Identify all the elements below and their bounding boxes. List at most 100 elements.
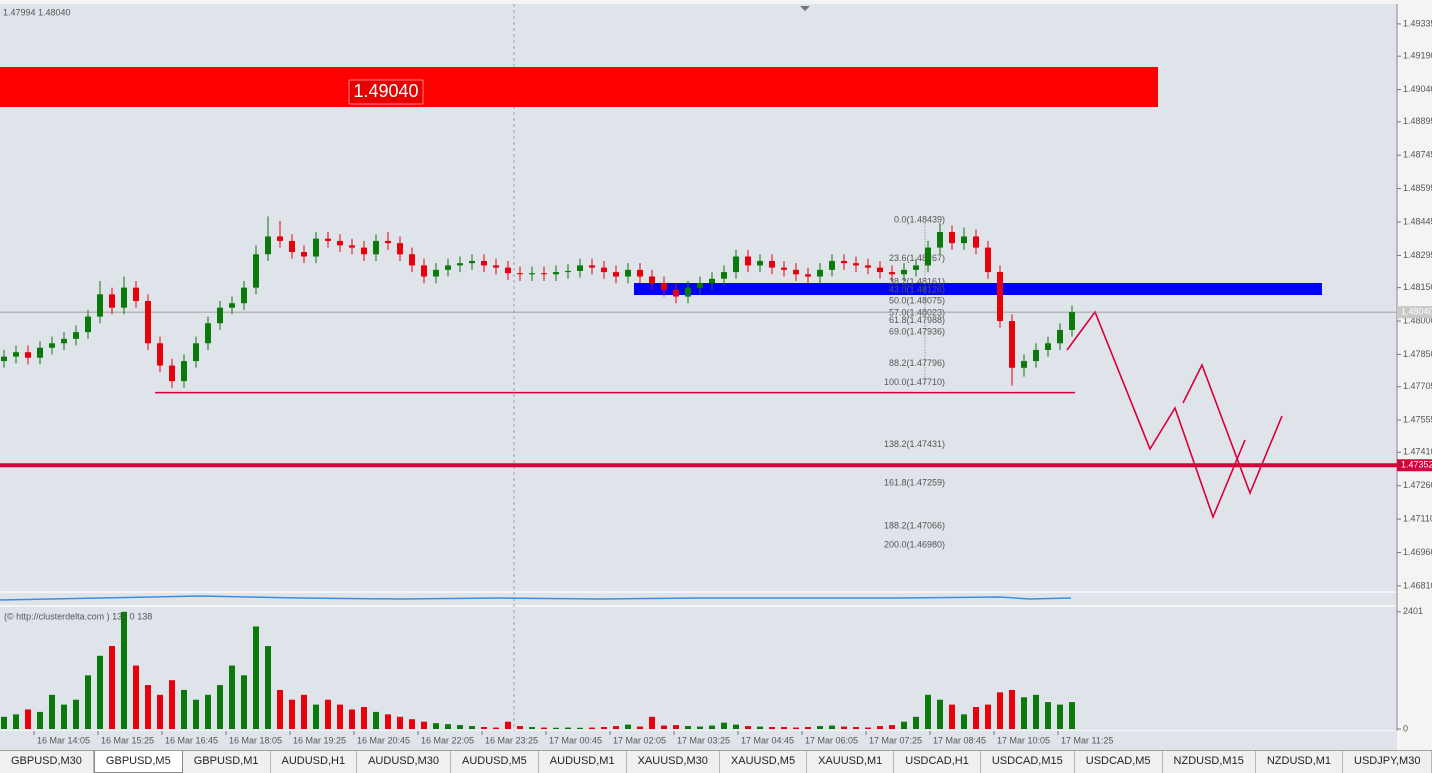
symbol-tab[interactable]: GBPUSD,M30 [0,751,94,773]
symbol-tab[interactable]: XAUUSD,M30 [627,751,720,773]
candle-body [985,247,991,273]
symbol-tab[interactable]: AUDUSD,M1 [539,751,627,773]
candle-body [997,272,1003,322]
symbol-tab[interactable]: XAUUSD,M1 [807,751,895,773]
volume-bar [217,685,223,729]
symbol-tab[interactable]: NZDUSD,M1 [1256,751,1344,773]
x-tick-label: 16 Mar 22:05 [421,735,474,745]
x-tick-label: 17 Mar 06:05 [805,735,858,745]
volume-bar [61,704,67,729]
candle-body [625,269,631,277]
projection-path [1066,310,1246,520]
volume-bar [805,727,811,729]
candle-body [373,240,379,255]
candle-body [61,338,67,344]
candle-body [877,267,883,273]
volume-bar [205,694,211,729]
candle-body [109,294,115,308]
volume-bar [973,707,979,729]
volume-bar [769,727,775,729]
y-tick-label: 1.48895 [1403,116,1432,126]
x-tick-label: 17 Mar 00:45 [549,735,602,745]
volume-tick-label: 2401 [1403,606,1423,616]
blue-zone [634,283,1322,295]
candle-body [1033,349,1039,362]
volume-label: (© http://clusterdelta.com ) 138 0 138 [4,611,152,621]
symbol-tab[interactable]: AUDUSD,M5 [451,751,539,773]
volume-bar [853,727,859,729]
candle-body [781,267,787,270]
x-tick-label: 16 Mar 14:05 [37,735,90,745]
candle-body [121,287,127,308]
candle-body [961,236,967,244]
candle-body [169,365,175,382]
volume-bar [841,726,847,729]
symbol-tab[interactable]: AUDUSD,H1 [271,751,358,773]
volume-bar [661,725,667,729]
symbol-tab[interactable]: GBPUSD,M5 [93,751,183,773]
symbol-tab[interactable]: GBPUSD,M1 [183,751,271,773]
candle-body [805,274,811,277]
x-tick-label: 16 Mar 20:45 [357,735,410,745]
fib-level-label: 138.2(1.47431) [884,439,945,449]
volume-bar [505,721,511,729]
volume-bar [277,689,283,729]
y-tick-label: 1.48595 [1403,183,1432,193]
candle-body [949,232,955,244]
symbol-tab[interactable]: AUDUSD,M30 [357,751,451,773]
volume-bar [409,719,415,729]
volume-bar [481,727,487,729]
volume-bar [889,725,895,729]
x-tick-label: 17 Mar 04:45 [741,735,794,745]
volume-bar [193,699,199,729]
y-tick-label: 1.48000 [1403,315,1432,325]
volume-bar [877,726,883,729]
volume-bar [421,721,427,729]
chart-window: 1.49040 1.47994 1.48040 (© http://cluste… [0,4,1432,750]
volume-bar [433,723,439,729]
fib-level-label: 50.0(1.48075) [889,296,945,306]
symbol-tab[interactable]: USDCAD,M15 [981,751,1075,773]
candle-body [1,356,7,362]
volume-bar [265,646,271,729]
candle-body [541,273,547,275]
symbol-tab[interactable]: NZDUSD,M15 [1163,751,1256,773]
candle-body [217,307,223,324]
symbol-tab[interactable]: USDJPY,M30 [1343,751,1432,773]
candle-body [133,287,139,302]
candle-body [973,236,979,248]
x-tick-label: 16 Mar 23:25 [485,735,538,745]
fib-level-label: 69.0(1.47936) [889,327,945,337]
symbol-tab[interactable]: USDCAD,M5 [1075,751,1163,773]
candle-body [649,276,655,284]
candle-body [157,343,163,366]
symbol-tab[interactable]: USDCAD,H1 [894,751,981,773]
volume-bar [25,709,31,729]
volume-bar [1045,702,1051,729]
candle-body [709,278,715,284]
candle-body [937,232,943,248]
volume-bar [685,726,691,729]
tab-bar: GBPUSD,M30 GBPUSD,M5 GBPUSD,M1 AUDUSD,H1 AUD… [0,750,1432,773]
resistance-zone [0,67,1158,107]
x-tick-label: 17 Mar 02:05 [613,735,666,745]
symbol-tab[interactable]: XAUUSD,M5 [720,751,808,773]
fib-level-label: 38.2(1.48161) [889,277,945,287]
volume-bar [625,724,631,729]
time-axis [0,731,1397,750]
candle-body [793,269,799,275]
y-tick-label: 1.47555 [1403,414,1432,424]
volume-bar [37,711,43,729]
header-quote: 1.47994 1.48040 [3,7,71,17]
volume-bar [121,611,127,729]
candle-body [853,263,859,266]
volume-bar [961,714,967,729]
volume-bar [997,692,1003,729]
candle-body [553,272,559,275]
volume-bar [349,709,355,729]
candle-body [577,265,583,271]
volume-bar [793,727,799,729]
x-tick-label: 17 Mar 08:45 [933,735,986,745]
volume-bar [697,726,703,729]
candle-body [193,343,199,362]
